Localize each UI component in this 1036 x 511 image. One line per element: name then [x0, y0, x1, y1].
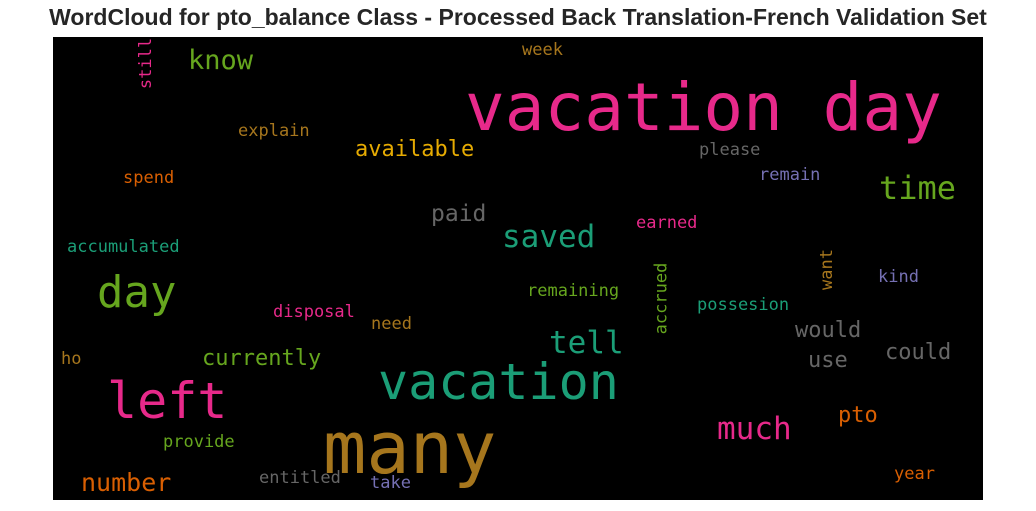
word-ho: ho	[61, 349, 82, 369]
word-need: need	[371, 314, 412, 334]
word-explain: explain	[238, 121, 310, 141]
word-left: left	[107, 372, 228, 430]
word-tell: tell	[549, 325, 624, 361]
word-take: take	[370, 473, 411, 493]
word-disposal: disposal	[273, 302, 355, 322]
word-possesion: possesion	[697, 295, 790, 315]
word-kind: kind	[878, 267, 919, 287]
word-use: use	[808, 348, 848, 373]
word-still: still	[136, 37, 157, 90]
word-entitled: entitled	[259, 468, 341, 488]
word-vacation: vacation	[378, 353, 619, 411]
word-want: want	[816, 249, 837, 290]
word-currently: currently	[202, 346, 322, 371]
word-remain: remain	[759, 165, 821, 185]
word-would: would	[795, 318, 862, 343]
word-number: number	[81, 468, 172, 497]
word-saved: saved	[502, 219, 596, 255]
word-earned: earned	[636, 213, 698, 233]
word-spend: spend	[123, 168, 175, 188]
word-year: year	[894, 464, 935, 484]
word-could: could	[885, 340, 952, 365]
word-accrued: accrued	[651, 262, 672, 335]
word-provide: provide	[163, 432, 235, 452]
word-week: week	[522, 40, 563, 60]
word-know: know	[188, 45, 254, 76]
word-paid: paid	[431, 201, 487, 227]
wordcloud-canvas: vacation day many vacation left day time…	[53, 37, 983, 500]
word-much: much	[717, 411, 792, 447]
page-title: WordCloud for pto_balance Class - Proces…	[49, 4, 987, 30]
word-vacation-day: vacation day	[465, 69, 942, 146]
word-time: time	[879, 169, 957, 207]
word-pto: pto	[838, 403, 878, 428]
word-day: day	[97, 267, 177, 318]
word-accumulated: accumulated	[67, 237, 180, 257]
word-many: many	[323, 406, 497, 490]
word-please: please	[699, 140, 761, 160]
word-remaining: remaining	[527, 281, 620, 301]
word-available: available	[355, 137, 475, 162]
